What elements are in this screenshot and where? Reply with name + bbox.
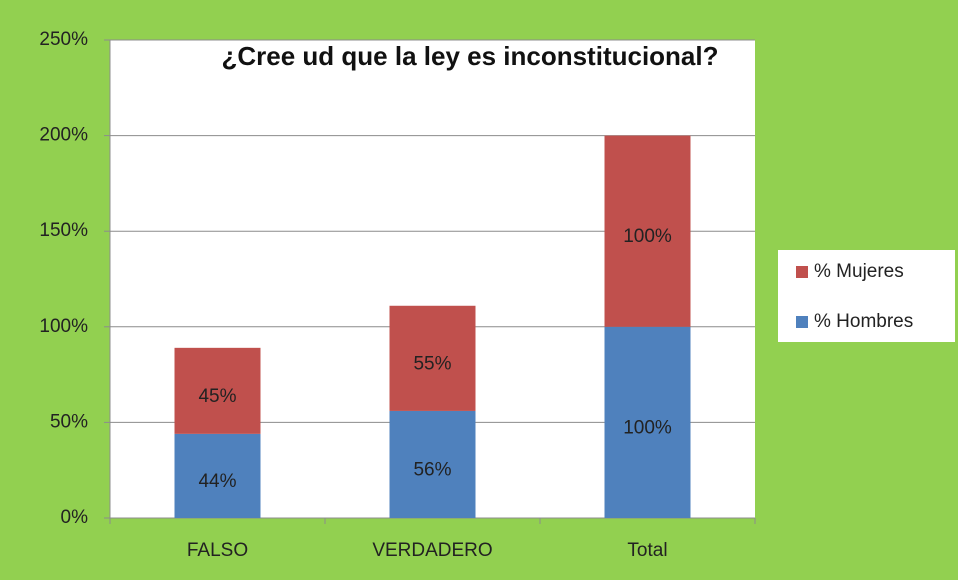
y-tick-label: 50% xyxy=(50,411,88,432)
x-tick-label: VERDADERO xyxy=(372,540,492,561)
x-tick-label: Total xyxy=(627,540,667,561)
data-label: 55% xyxy=(413,353,451,374)
data-label: 45% xyxy=(198,386,236,407)
data-label: 100% xyxy=(623,417,672,438)
bar-segment xyxy=(604,135,691,327)
legend-swatch xyxy=(796,316,808,328)
bar-segment xyxy=(389,410,476,518)
data-label: 56% xyxy=(413,459,451,480)
y-tick-label: 100% xyxy=(39,316,88,337)
bar-segment xyxy=(604,326,691,518)
data-label: 100% xyxy=(623,226,672,247)
bar-segment xyxy=(389,305,476,411)
legend-label: % Mujeres xyxy=(814,261,904,282)
bar-segment xyxy=(174,347,261,434)
y-tick-label: 250% xyxy=(39,29,88,50)
bar-segment xyxy=(174,433,261,518)
data-label: 44% xyxy=(198,471,236,492)
y-tick-label: 200% xyxy=(39,125,88,146)
legend-label: % Hombres xyxy=(814,311,913,332)
legend-swatch xyxy=(796,266,808,278)
y-tick-label: 0% xyxy=(61,507,89,528)
y-tick-label: 150% xyxy=(39,220,88,241)
chart-title: ¿Cree ud que la ley es inconstitucional? xyxy=(222,41,719,71)
x-tick-label: FALSO xyxy=(187,540,248,561)
